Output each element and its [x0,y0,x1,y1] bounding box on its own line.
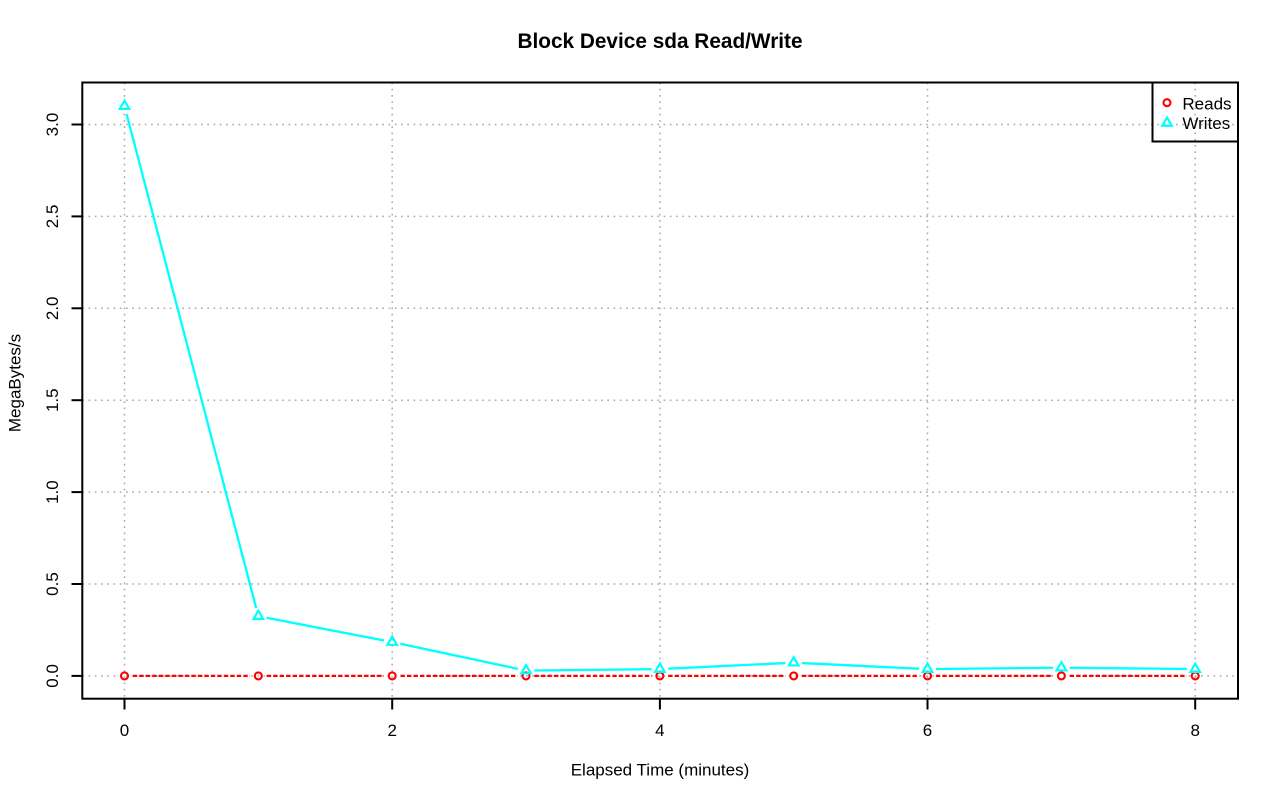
svg-text:MegaBytes/s: MegaBytes/s [6,334,25,432]
svg-text:0: 0 [120,721,129,740]
svg-text:Elapsed Time (minutes): Elapsed Time (minutes) [571,760,750,779]
svg-text:Block Device sda Read/Write: Block Device sda Read/Write [517,30,802,53]
svg-text:0.5: 0.5 [43,572,62,596]
svg-text:2: 2 [387,721,396,740]
svg-text:0.0: 0.0 [43,664,62,688]
svg-text:3.0: 3.0 [43,113,62,137]
svg-text:6: 6 [923,721,932,740]
svg-text:2.5: 2.5 [43,205,62,229]
svg-text:Writes: Writes [1182,114,1230,133]
svg-text:1.5: 1.5 [43,388,62,412]
svg-text:Reads: Reads [1182,94,1231,113]
svg-text:8: 8 [1190,721,1199,740]
svg-text:2.0: 2.0 [43,296,62,320]
svg-text:4: 4 [655,721,664,740]
svg-text:1.0: 1.0 [43,480,62,504]
